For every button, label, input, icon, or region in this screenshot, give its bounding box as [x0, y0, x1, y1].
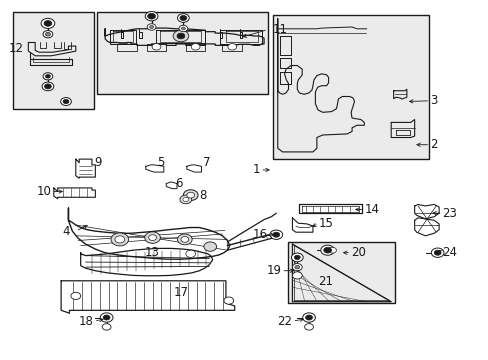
Circle shape — [305, 315, 312, 320]
Text: 13: 13 — [144, 246, 159, 259]
Circle shape — [173, 30, 188, 42]
Text: 15: 15 — [318, 217, 333, 230]
Text: 10: 10 — [37, 185, 51, 198]
Circle shape — [186, 192, 194, 198]
Text: 2: 2 — [429, 138, 437, 151]
Text: 11: 11 — [272, 23, 287, 36]
Text: 7: 7 — [203, 156, 210, 169]
Text: 14: 14 — [364, 203, 379, 216]
Circle shape — [183, 190, 198, 201]
Text: 8: 8 — [199, 189, 206, 202]
Circle shape — [433, 250, 440, 255]
Text: 17: 17 — [173, 286, 188, 299]
Circle shape — [181, 27, 185, 30]
Text: 12: 12 — [8, 42, 23, 55]
Circle shape — [61, 98, 71, 105]
Circle shape — [102, 324, 111, 330]
Circle shape — [177, 33, 184, 39]
Circle shape — [294, 265, 299, 269]
Circle shape — [304, 324, 313, 330]
Circle shape — [63, 99, 69, 104]
Circle shape — [185, 250, 195, 257]
Circle shape — [43, 31, 53, 38]
Text: 1: 1 — [252, 163, 260, 176]
Circle shape — [43, 73, 53, 80]
Circle shape — [44, 84, 51, 89]
Circle shape — [44, 21, 52, 26]
Circle shape — [152, 44, 161, 50]
Circle shape — [302, 313, 315, 322]
Text: 22: 22 — [277, 315, 292, 328]
Circle shape — [294, 255, 300, 260]
Circle shape — [224, 297, 233, 304]
Circle shape — [328, 247, 336, 253]
Circle shape — [291, 253, 303, 262]
Circle shape — [269, 230, 282, 239]
Text: 16: 16 — [252, 228, 267, 241]
Circle shape — [183, 197, 188, 202]
Circle shape — [115, 236, 124, 243]
Circle shape — [320, 245, 334, 255]
Text: 9: 9 — [94, 156, 102, 169]
Circle shape — [42, 82, 54, 91]
Circle shape — [323, 247, 331, 253]
Bar — [13, 12, 94, 109]
Text: 24: 24 — [442, 246, 457, 259]
Circle shape — [177, 234, 192, 245]
Circle shape — [227, 44, 236, 50]
Circle shape — [45, 32, 50, 36]
Text: 21: 21 — [317, 275, 332, 288]
Circle shape — [179, 25, 187, 32]
Circle shape — [148, 235, 156, 240]
Text: 6: 6 — [175, 177, 182, 190]
Bar — [272, 15, 428, 159]
Circle shape — [147, 24, 156, 30]
Circle shape — [292, 264, 302, 271]
Circle shape — [71, 292, 81, 300]
Circle shape — [100, 313, 113, 322]
Circle shape — [430, 248, 443, 257]
Circle shape — [177, 14, 189, 22]
Circle shape — [180, 195, 191, 204]
Text: 23: 23 — [442, 207, 456, 220]
Text: 5: 5 — [157, 156, 164, 169]
Circle shape — [41, 18, 55, 28]
Circle shape — [103, 315, 110, 320]
Text: 3: 3 — [429, 94, 437, 107]
Circle shape — [147, 13, 155, 19]
Circle shape — [111, 233, 128, 246]
Circle shape — [180, 15, 186, 21]
Circle shape — [149, 26, 153, 28]
Circle shape — [144, 232, 160, 243]
Text: 19: 19 — [265, 264, 281, 277]
Bar — [97, 12, 267, 94]
Text: 20: 20 — [350, 246, 365, 259]
Text: 4: 4 — [62, 225, 69, 238]
Circle shape — [45, 75, 50, 78]
Circle shape — [203, 242, 216, 251]
Circle shape — [272, 232, 279, 237]
Text: 18: 18 — [79, 315, 94, 328]
Bar — [287, 242, 394, 303]
Circle shape — [145, 12, 158, 21]
Circle shape — [191, 44, 200, 50]
Circle shape — [292, 272, 302, 279]
Circle shape — [181, 237, 188, 242]
